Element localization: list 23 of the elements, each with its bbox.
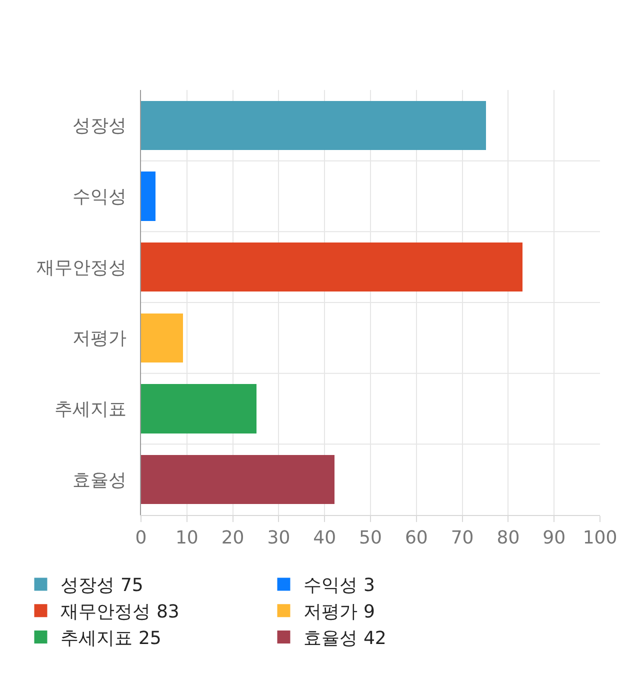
legend-label: 추세지표 25 bbox=[60, 628, 162, 650]
x-tick-label: 80 bbox=[496, 528, 520, 549]
legend-label: 저평가 9 bbox=[304, 602, 375, 623]
y-tick-label: 성장성 bbox=[72, 116, 126, 137]
x-tick-label: 100 bbox=[582, 528, 618, 549]
x-tick-label: 90 bbox=[542, 528, 566, 549]
x-tick-label: 40 bbox=[313, 528, 336, 549]
y-tick-label: 재무안정성 bbox=[36, 257, 126, 278]
y-tick-label: 저평가 bbox=[72, 328, 126, 350]
legend-label: 재무안정성 83 bbox=[60, 602, 180, 623]
y-tick-label: 수익성 bbox=[72, 186, 126, 208]
y-tick-label: 추세지표 bbox=[54, 399, 126, 420]
x-tick-label: 60 bbox=[404, 528, 428, 549]
x-tick-label: 30 bbox=[267, 528, 290, 549]
x-tick-label: 0 bbox=[135, 528, 147, 549]
legend-label: 효율성 42 bbox=[304, 628, 386, 650]
x-tick-label: 10 bbox=[175, 528, 198, 549]
x-tick-label: 20 bbox=[221, 528, 244, 549]
legend-label: 수익성 3 bbox=[304, 575, 375, 596]
x-tick-label: 70 bbox=[450, 528, 474, 549]
legend-label: 성장성 75 bbox=[60, 575, 144, 596]
y-tick-label: 효율성 bbox=[72, 470, 126, 491]
x-tick-label: 50 bbox=[359, 528, 382, 549]
